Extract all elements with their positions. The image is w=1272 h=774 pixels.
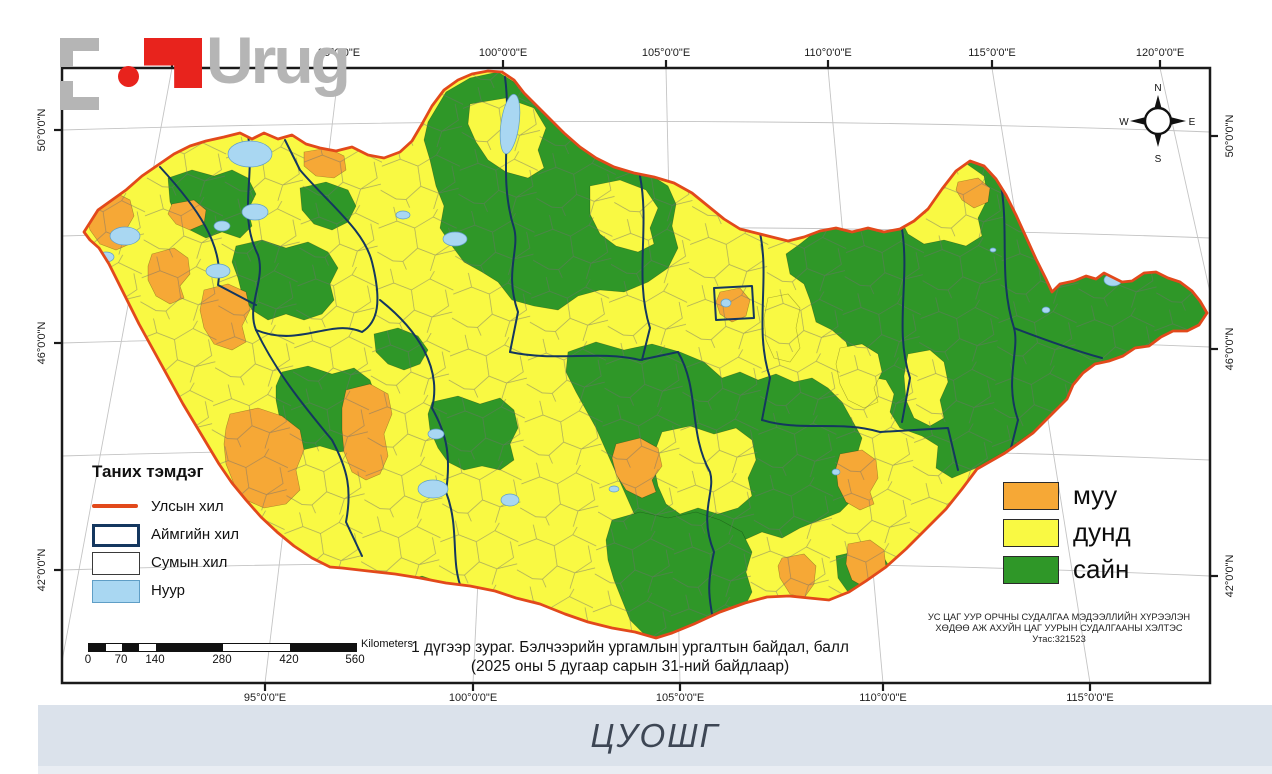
class-label: сайн — [1073, 554, 1130, 584]
axis-label-top: 110°0'0"E — [804, 47, 852, 59]
aimag-boundaries — [159, 76, 1103, 615]
class-label: дунд — [1073, 517, 1131, 547]
aimag-border-box-icon — [92, 524, 140, 547]
scale-bar-segments — [88, 643, 357, 652]
footer-title: ЦУОШГ — [590, 716, 720, 754]
axis-label-right: 46°0'0"N — [1224, 327, 1236, 371]
logo-bracket-icon — [60, 38, 99, 67]
logo-red-dot-icon — [118, 66, 139, 87]
axis-label-bottom: 115°0'0"E — [1066, 692, 1114, 704]
legend-item-country-border: Улсын хил — [92, 492, 239, 520]
axis-label-right: 42°0'0"N — [1224, 554, 1236, 598]
class-item-medium: дунд — [1003, 514, 1131, 551]
legend-item-lake: Нуур — [92, 576, 239, 604]
axis-label-top: 95°0'0"E — [317, 47, 361, 59]
legend-title: Таних тэмдэг — [92, 462, 204, 481]
compass-north-label: N — [1154, 83, 1161, 94]
scale-tick-label: 70 — [114, 654, 128, 666]
axis-label-top: 100°0'0"E — [478, 47, 528, 59]
scale-tick-label: 0 — [84, 654, 92, 666]
class-item-poor: муу — [1003, 477, 1131, 514]
compass-west-label: W — [1119, 117, 1129, 128]
axis-label-right: 50°0'0"N — [1224, 114, 1236, 158]
axis-label-left: 50°0'0"N — [36, 108, 48, 152]
legend-item-label: Аймгийн хил — [151, 525, 240, 543]
urug-logo: Urug — [60, 23, 360, 120]
compass-south-label: S — [1155, 154, 1162, 165]
axis-label-bottom: 95°0'0"E — [243, 692, 287, 704]
axis-label-top: 115°0'0"E — [968, 47, 1016, 59]
scale-tick-label: 140 — [145, 654, 165, 666]
good-color-swatch — [1003, 555, 1059, 584]
logo-red-square-icon — [144, 38, 202, 88]
country-border-line-icon — [92, 496, 138, 516]
credits-line2: ХӨДӨӨ АЖ АХУЙН ЦАГ УУРЫН СУДАЛГААНЫ ХЭЛТ… — [935, 623, 1183, 633]
legend-item-soum-border: Сумын хил — [92, 548, 239, 576]
footer-bar: ЦУОШГ — [38, 705, 1272, 766]
scale-unit-label: Kilometers — [361, 638, 413, 650]
lake-swatch-icon — [92, 580, 140, 603]
compass-rose-icon: N S W E — [1119, 83, 1195, 165]
axis-ticks — [54, 60, 1218, 691]
scale-tick-label: 560 — [345, 654, 365, 666]
caption-line1: 1 дүгээр зураг. Бэлчээрийн ургамлын урга… — [411, 639, 849, 656]
credits-line3: Утас:321523 — [1032, 634, 1086, 644]
axis-label-top: 120°0'0"E — [1135, 47, 1185, 59]
map-caption: 1 дүгээр зураг. Бэлчээрийн ургамлын урга… — [395, 638, 865, 676]
map-legend: Таних тэмдэг Улсын хил Аймгийн хил Сумын… — [92, 462, 239, 604]
map-frame — [60, 66, 1212, 685]
class-legend: муу дунд сайн — [1003, 477, 1131, 588]
legend-item-aimag-border: Аймгийн хил — [92, 520, 239, 548]
map-credits: УС ЦАГ УУР ОРЧНЫ СУДАЛГАА МЭДЭЭЛЛИЙН ХҮР… — [900, 612, 1218, 645]
axis-label-left: 46°0'0"N — [36, 321, 48, 365]
logo-bracket-icon — [60, 81, 99, 110]
credits-line1: УС ЦАГ УУР ОРЧНЫ СУДАЛГАА МЭДЭЭЛЛИЙН ХҮР… — [927, 612, 1191, 622]
poor-color-swatch — [1003, 481, 1059, 510]
legend-item-label: Сумын хил — [151, 553, 228, 571]
legend-item-label: Улсын хил — [151, 497, 224, 515]
legend-item-label: Нуур — [151, 581, 186, 599]
axis-label-top: 105°0'0"E — [641, 47, 691, 59]
scale-tick-label: 280 — [212, 654, 232, 666]
axis-label-bottom: 105°0'0"E — [655, 692, 705, 704]
scale-tick-label: 420 — [279, 654, 299, 666]
caption-line2: (2025 оны 5 дугаар сарын 31-ний байдлаар… — [470, 658, 790, 675]
axis-label-left: 42°0'0"N — [36, 548, 48, 592]
country-border — [82, 69, 1209, 640]
footer-strip — [38, 766, 1272, 774]
axis-label-bottom: 100°0'0"E — [448, 692, 498, 704]
class-label: муу — [1073, 480, 1118, 510]
class-item-good: сайн — [1003, 551, 1131, 588]
axis-label-bottom: 110°0'0"E — [859, 692, 907, 704]
scale-bar: 0 70 140 280 420 560 Kilometers — [85, 638, 413, 666]
logo-text: Urug — [206, 23, 351, 97]
compass-east-label: E — [1189, 117, 1196, 128]
medium-color-swatch — [1003, 518, 1059, 547]
soum-border-box-icon — [92, 552, 140, 575]
